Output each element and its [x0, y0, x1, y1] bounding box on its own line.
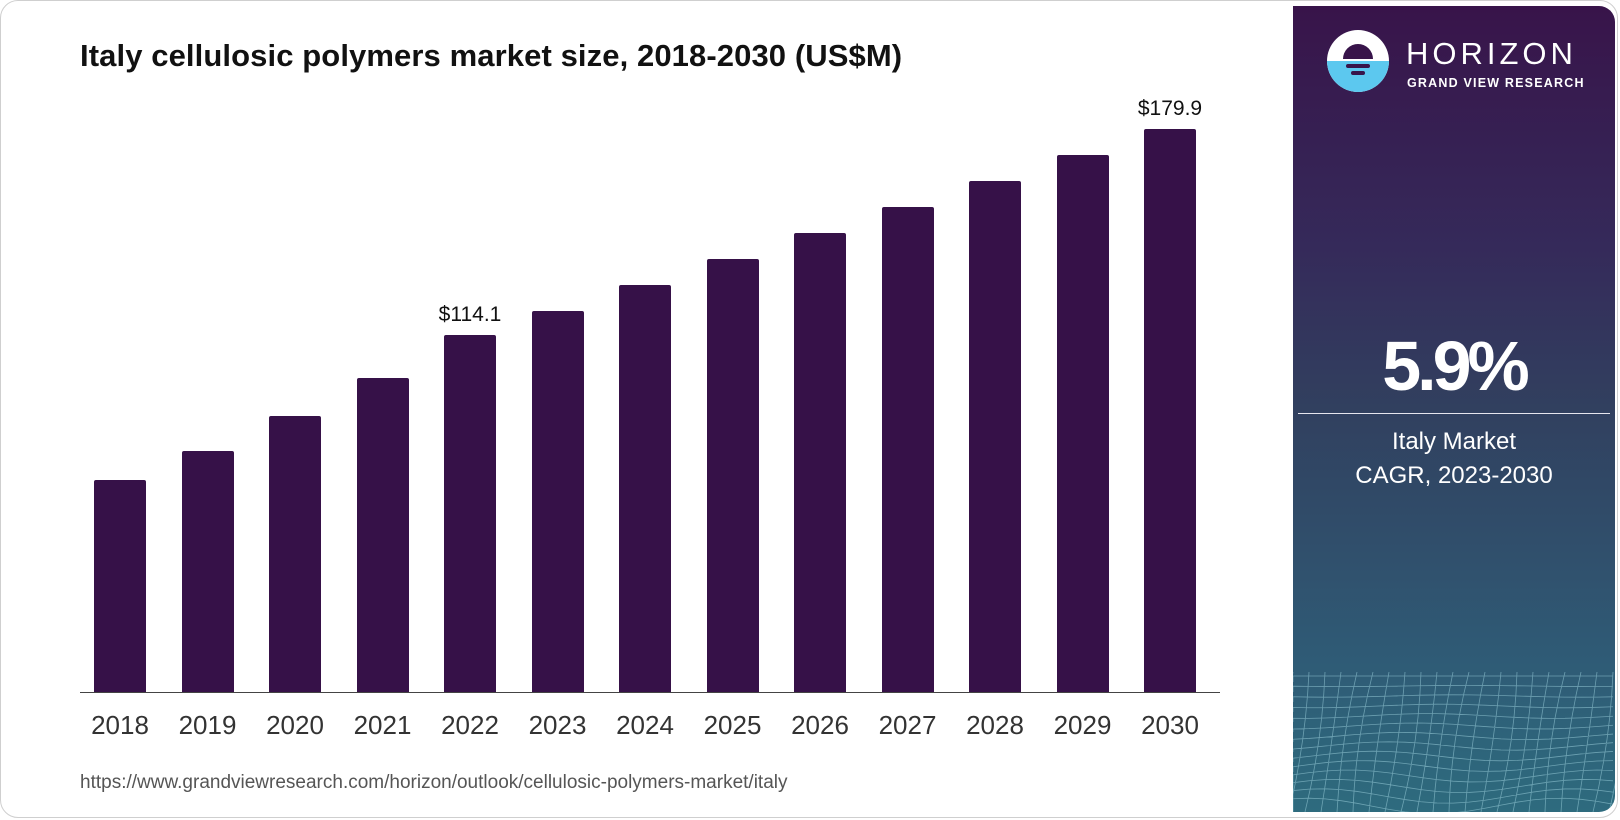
x-tick-2026: 2026	[791, 710, 849, 740]
side-panel: HORIZON GRAND VIEW RESEARCH 5.9% Italy M…	[1293, 6, 1615, 812]
brand-name: HORIZON	[1406, 36, 1577, 71]
x-tick-2030: 2030	[1141, 710, 1199, 740]
bar-2030[interactable]	[1144, 128, 1196, 692]
x-axis-labels: 2018 2019 2020 2021 2022 2023 2024 2025 2026 2027…	[80, 710, 1220, 740]
cagr-value: 5.9%	[1382, 327, 1530, 405]
bar-2023[interactable]	[531, 310, 584, 692]
chart-title: Italy cellulosic polymers market size, 2…	[80, 38, 903, 73]
value-label-2022: $114.1	[438, 302, 502, 326]
x-axis-line	[80, 692, 1220, 693]
divider	[1298, 413, 1610, 414]
brand-subtitle: GRAND VIEW RESEARCH	[1407, 76, 1585, 90]
x-tick-2019: 2019	[178, 710, 237, 740]
bar-2028[interactable]	[969, 180, 1021, 692]
bar-2025[interactable]	[706, 258, 759, 692]
bar-2020[interactable]	[269, 415, 321, 692]
cagr-caption-market: Italy Market	[1391, 428, 1517, 455]
x-tick-2024: 2024	[616, 710, 674, 740]
bar-2026[interactable]	[794, 233, 846, 692]
x-tick-2025: 2025	[703, 710, 762, 740]
bar-2018[interactable]	[94, 479, 146, 692]
x-tick-2020: 2020	[266, 710, 324, 740]
source-url[interactable]: https://www.grandviewresearch.com/horizo…	[80, 772, 788, 793]
x-tick-2028: 2028	[966, 710, 1024, 740]
bar-2024[interactable]	[619, 284, 671, 692]
cagr-caption-period: CAGR, 2023-2030	[1355, 462, 1553, 489]
bar-2021[interactable]	[356, 377, 409, 692]
value-label-2030: $179.9	[1137, 96, 1203, 120]
x-tick-2022: 2022	[441, 710, 499, 740]
x-tick-2029: 2029	[1053, 710, 1112, 740]
bar-2027[interactable]	[881, 206, 934, 692]
x-tick-2027: 2027	[878, 710, 937, 740]
bar-2019[interactable]	[181, 450, 234, 692]
x-tick-2018: 2018	[91, 710, 149, 740]
x-tick-2023: 2023	[528, 710, 587, 740]
horizon-sun-logo-icon	[1327, 30, 1389, 92]
x-tick-2021: 2021	[353, 710, 412, 740]
wave-mesh-decoration	[1293, 672, 1615, 812]
bar-2029[interactable]	[1056, 154, 1109, 692]
bar-2022[interactable]	[444, 334, 496, 692]
plot-area: $114.1 $179.9	[80, 96, 1220, 692]
